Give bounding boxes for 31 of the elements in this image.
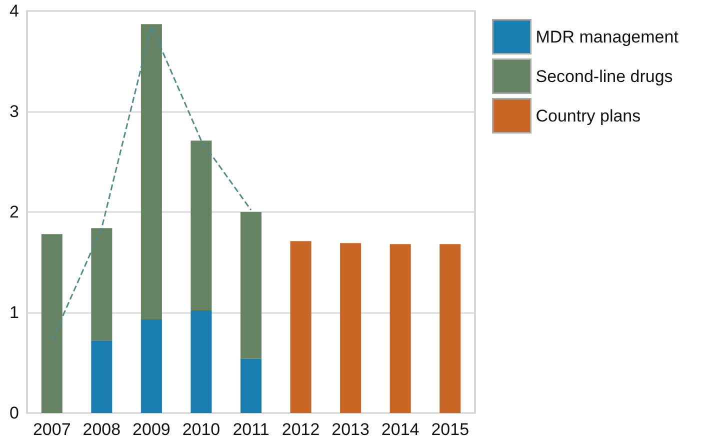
- bar: [440, 244, 461, 413]
- x-tick-label: 2014: [381, 420, 420, 439]
- legend-label: Country plans: [536, 106, 641, 126]
- legend-label: Second-line drugs: [536, 66, 673, 86]
- x-tick-label: 2009: [132, 420, 170, 439]
- bar: [91, 228, 112, 341]
- y-tick-label: 1: [10, 303, 19, 322]
- x-tick-label: 2008: [82, 420, 121, 439]
- x-tick-label: 2011: [232, 420, 270, 439]
- x-tick-label: 2010: [182, 420, 220, 439]
- x-tick-label: 2007: [32, 420, 71, 439]
- bar: [390, 244, 411, 413]
- y-tick-label: 0: [10, 404, 19, 422]
- bar: [290, 241, 312, 413]
- bar: [41, 234, 62, 413]
- y-tick-label: 3: [10, 102, 19, 121]
- bar: [190, 140, 212, 310]
- y-tick-label: 4: [10, 2, 19, 20]
- bar: [140, 24, 162, 320]
- bar: [240, 212, 262, 359]
- x-tick-label: 2015: [431, 420, 470, 439]
- legend-label: MDR management: [536, 27, 679, 46]
- bar: [340, 243, 362, 413]
- x-tick-label: 2012: [282, 420, 320, 439]
- bar: [190, 310, 212, 413]
- bar: [91, 340, 112, 413]
- bar: [140, 320, 162, 413]
- y-tick-label: 2: [10, 202, 19, 222]
- line-series: [51, 25, 252, 342]
- x-tick-label: 2013: [332, 420, 370, 439]
- bar: [240, 358, 262, 413]
